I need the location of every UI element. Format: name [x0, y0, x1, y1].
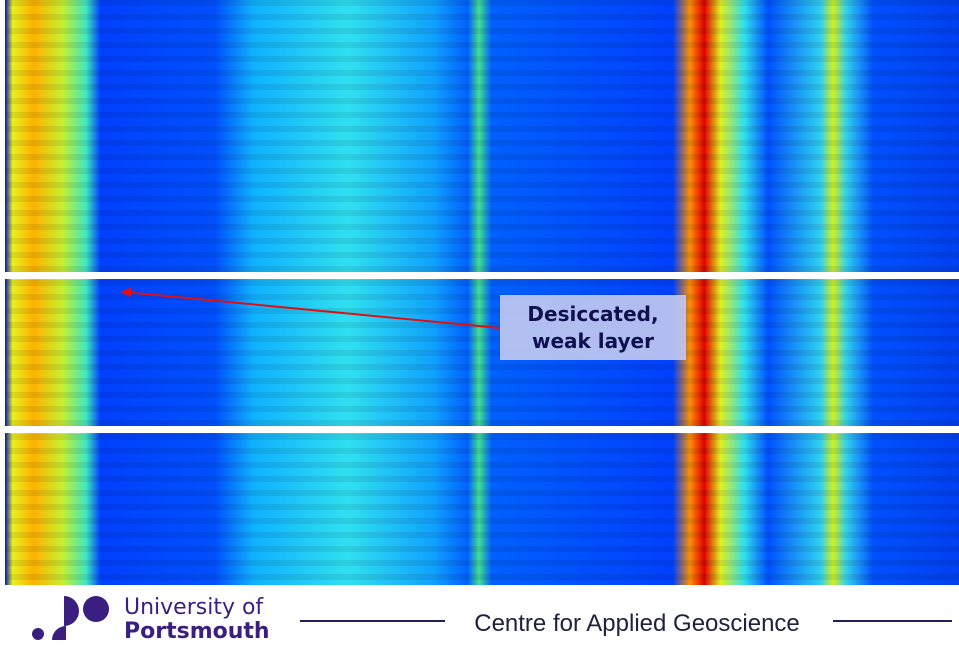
callout-text: Desiccated,: [527, 302, 658, 326]
texture: [5, 279, 959, 426]
texture: [5, 0, 959, 272]
university-name: Portsmouth: [124, 619, 270, 644]
arrowhead: [120, 287, 132, 297]
logo-dot: [83, 596, 109, 622]
university-name: University of: [124, 595, 264, 620]
logo-dot: [32, 628, 44, 640]
callout-text: weak layer: [532, 329, 654, 353]
heatmap: [5, 0, 959, 585]
logo-shape: [64, 596, 79, 626]
centre-name: Centre for Applied Geoscience: [474, 610, 800, 637]
logo-shape: [52, 626, 66, 640]
arrow: [123, 291, 501, 329]
footer: University of Portsmouth Centre for Appl…: [0, 585, 959, 648]
texture: [5, 433, 959, 585]
footer-bg: [0, 585, 959, 648]
callout-box: [500, 295, 686, 360]
